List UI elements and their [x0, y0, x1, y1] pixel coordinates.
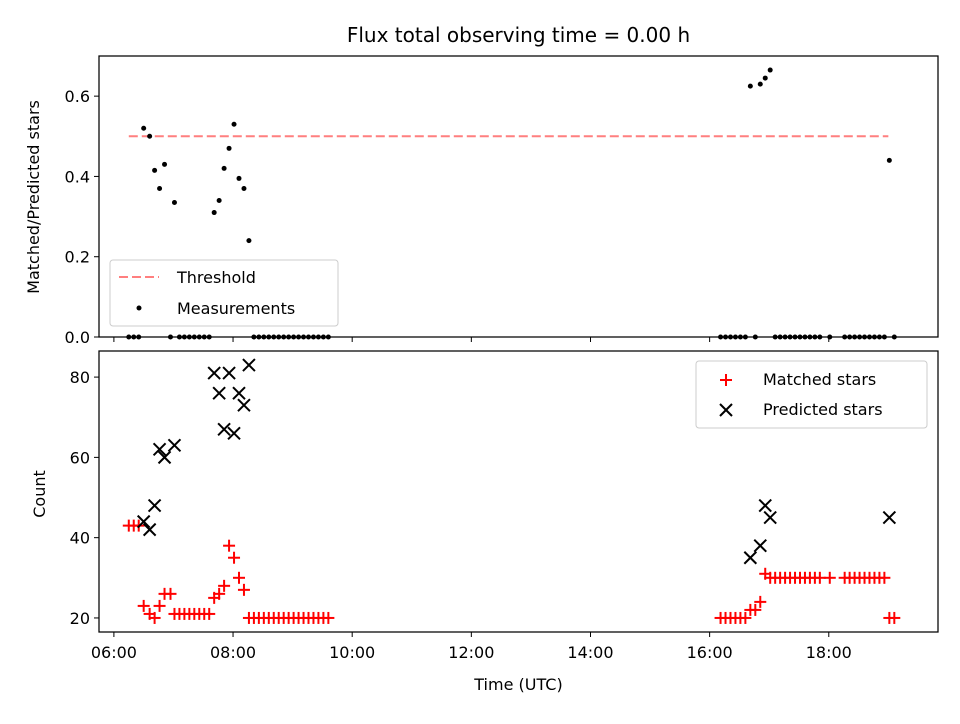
top-axes-frame: [98, 55, 939, 338]
predicted-point: [227, 426, 241, 440]
bottom-plot-area: [122, 358, 901, 624]
measurement-point: [141, 125, 147, 131]
predicted-point: [167, 438, 182, 453]
matched-point: [232, 571, 245, 584]
measurement-point: [211, 210, 217, 216]
predicted-point: [763, 510, 777, 525]
matched-point: [754, 595, 767, 608]
predicted-point: [136, 514, 151, 529]
matched-point: [203, 607, 216, 620]
measurement-point: [886, 157, 892, 163]
measurement-point: [757, 81, 763, 87]
predicted-point: [157, 450, 172, 465]
bottom-legend: Matched stars Predicted stars: [695, 360, 928, 429]
predicted-point: [147, 498, 162, 513]
predicted-point: [217, 422, 231, 436]
matched-point: [213, 587, 226, 600]
legend-matched-swatch: [720, 374, 732, 386]
top-legend: Threshold Measurements: [109, 259, 339, 327]
matched-point: [137, 599, 150, 612]
matched-point: [823, 571, 836, 584]
x-tick-label: 08:00: [210, 643, 256, 662]
matched-point: [148, 611, 161, 624]
matched-point: [878, 571, 891, 584]
matched-point: [237, 583, 250, 596]
legend-threshold-label: Threshold: [176, 268, 256, 287]
predicted-point: [237, 398, 251, 412]
bottom-y-axis-label: Count: [30, 470, 49, 518]
legend-measurements-label: Measurements: [177, 299, 295, 318]
predicted-point: [222, 366, 236, 380]
measurement-point: [226, 145, 232, 151]
top-y-tick-label: 0.4: [65, 167, 90, 186]
predicted-point: [753, 538, 767, 553]
measurement-point: [246, 238, 252, 244]
top-y-axis-label: Matched/Predicted stars: [24, 100, 43, 294]
predicted-point: [232, 386, 246, 400]
legend-predicted-label: Predicted stars: [763, 400, 883, 419]
measurement-point: [152, 167, 158, 173]
legend-predicted-swatch: [719, 403, 733, 417]
predicted-point: [758, 498, 772, 513]
x-tick-label: 06:00: [91, 643, 137, 662]
bottom-y-tick-label: 40: [70, 529, 90, 548]
matched-point: [228, 551, 241, 564]
x-tick-label: 14:00: [567, 643, 613, 662]
matched-point: [218, 579, 231, 592]
measurement-point: [162, 161, 168, 167]
predicted-point: [882, 510, 897, 525]
predicted-point: [152, 442, 167, 457]
x-tick-label: 18:00: [806, 643, 852, 662]
x-tick-label: 16:00: [687, 643, 733, 662]
top-y-tick-label: 0.2: [65, 248, 90, 267]
measurement-point: [241, 185, 247, 191]
top-y-tick-label: 0.0: [65, 328, 90, 347]
top-panel: Matched/Predicted stars Threshold Measur…: [24, 55, 939, 340]
measurement-point: [236, 175, 242, 181]
measurement-point: [231, 121, 237, 127]
matched-point: [223, 539, 236, 552]
top-legend-box: [109, 259, 339, 327]
bottom-y-tick-label: 60: [70, 448, 90, 467]
predicted-point: [242, 358, 256, 372]
measurement-point: [147, 133, 153, 139]
measurement-point: [762, 75, 768, 81]
bottom-axes-frame: [98, 350, 939, 633]
measurement-point: [157, 185, 163, 191]
bottom-legend-box: [695, 360, 928, 429]
measurement-point: [171, 200, 177, 206]
matched-point: [739, 611, 752, 624]
x-tick-label: 12:00: [448, 643, 494, 662]
predicted-point: [207, 366, 221, 380]
x-axis-label: Time (UTC): [473, 675, 562, 694]
measurement-point: [747, 83, 753, 89]
top-y-tick-label: 0.6: [65, 87, 90, 106]
bottom-y-tick-label: 80: [70, 368, 90, 387]
matched-point: [749, 603, 762, 616]
bottom-y-tick-label: 20: [70, 609, 90, 628]
legend-measurements-swatch: [136, 305, 142, 311]
measurement-point: [216, 198, 222, 204]
matched-point: [322, 611, 335, 624]
top-chart-title: Flux total observing time = 0.00 h: [347, 23, 690, 47]
legend-matched-label: Matched stars: [763, 370, 876, 389]
matched-point: [164, 587, 177, 600]
predicted-point: [142, 522, 157, 537]
bottom-panel: Count Time (UTC) Matched stars Predicted…: [30, 350, 939, 694]
predicted-point: [743, 551, 758, 565]
measurement-point: [767, 67, 773, 73]
matched-point: [888, 611, 901, 624]
x-tick-label: 10:00: [329, 643, 375, 662]
predicted-point: [212, 386, 226, 400]
measurement-point: [221, 165, 227, 171]
matched-point: [153, 599, 166, 612]
